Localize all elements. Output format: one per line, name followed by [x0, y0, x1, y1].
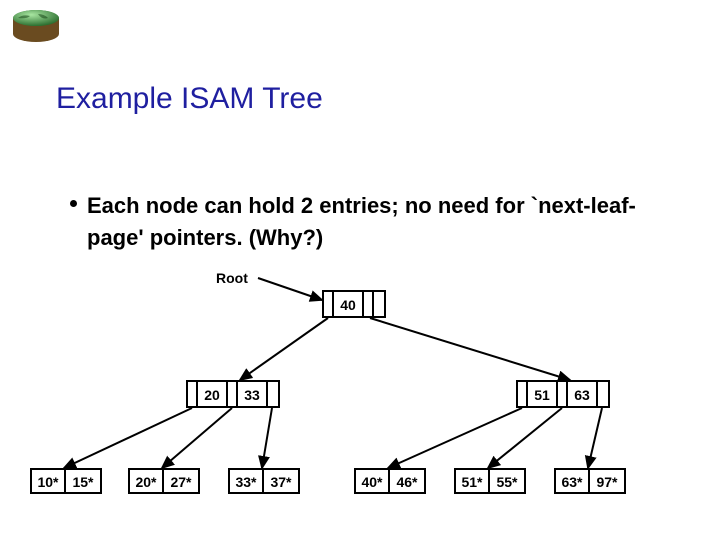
node-cell: 37* — [264, 470, 298, 492]
node-cell — [324, 292, 334, 316]
node-cell — [268, 382, 278, 406]
node-cell: 33 — [238, 382, 268, 406]
tree-node: 63*97* — [554, 468, 626, 494]
tree-node: 40 — [322, 290, 386, 318]
node-cell: 51* — [456, 470, 490, 492]
node-cell: 97* — [590, 470, 624, 492]
tree-node: 2033 — [186, 380, 280, 408]
node-cell: 63* — [556, 470, 590, 492]
node-cell — [374, 292, 384, 316]
node-cell — [188, 382, 198, 406]
node-cell: 20* — [130, 470, 164, 492]
node-cell: 40 — [334, 292, 364, 316]
node-cell: 20 — [198, 382, 228, 406]
tree-diagram: 402033516310*15*20*27*33*37*40*46*51*55*… — [0, 0, 720, 540]
tree-node: 33*37* — [228, 468, 300, 494]
node-cell: 27* — [164, 470, 198, 492]
node-cell — [598, 382, 608, 406]
node-cell: 46* — [390, 470, 424, 492]
node-cell — [228, 382, 238, 406]
node-cell: 51 — [528, 382, 558, 406]
node-cell: 15* — [66, 470, 100, 492]
tree-node: 20*27* — [128, 468, 200, 494]
node-cell: 55* — [490, 470, 524, 492]
node-cell: 10* — [32, 470, 66, 492]
tree-node: 10*15* — [30, 468, 102, 494]
node-cell: 63 — [568, 382, 598, 406]
tree-node: 51 63 — [516, 380, 610, 408]
node-cell — [364, 292, 374, 316]
tree-node: 51*55* — [454, 468, 526, 494]
node-cell: 40* — [356, 470, 390, 492]
node-cell: 33* — [230, 470, 264, 492]
tree-node: 40*46* — [354, 468, 426, 494]
node-cell — [518, 382, 528, 406]
node-cell — [558, 382, 568, 406]
